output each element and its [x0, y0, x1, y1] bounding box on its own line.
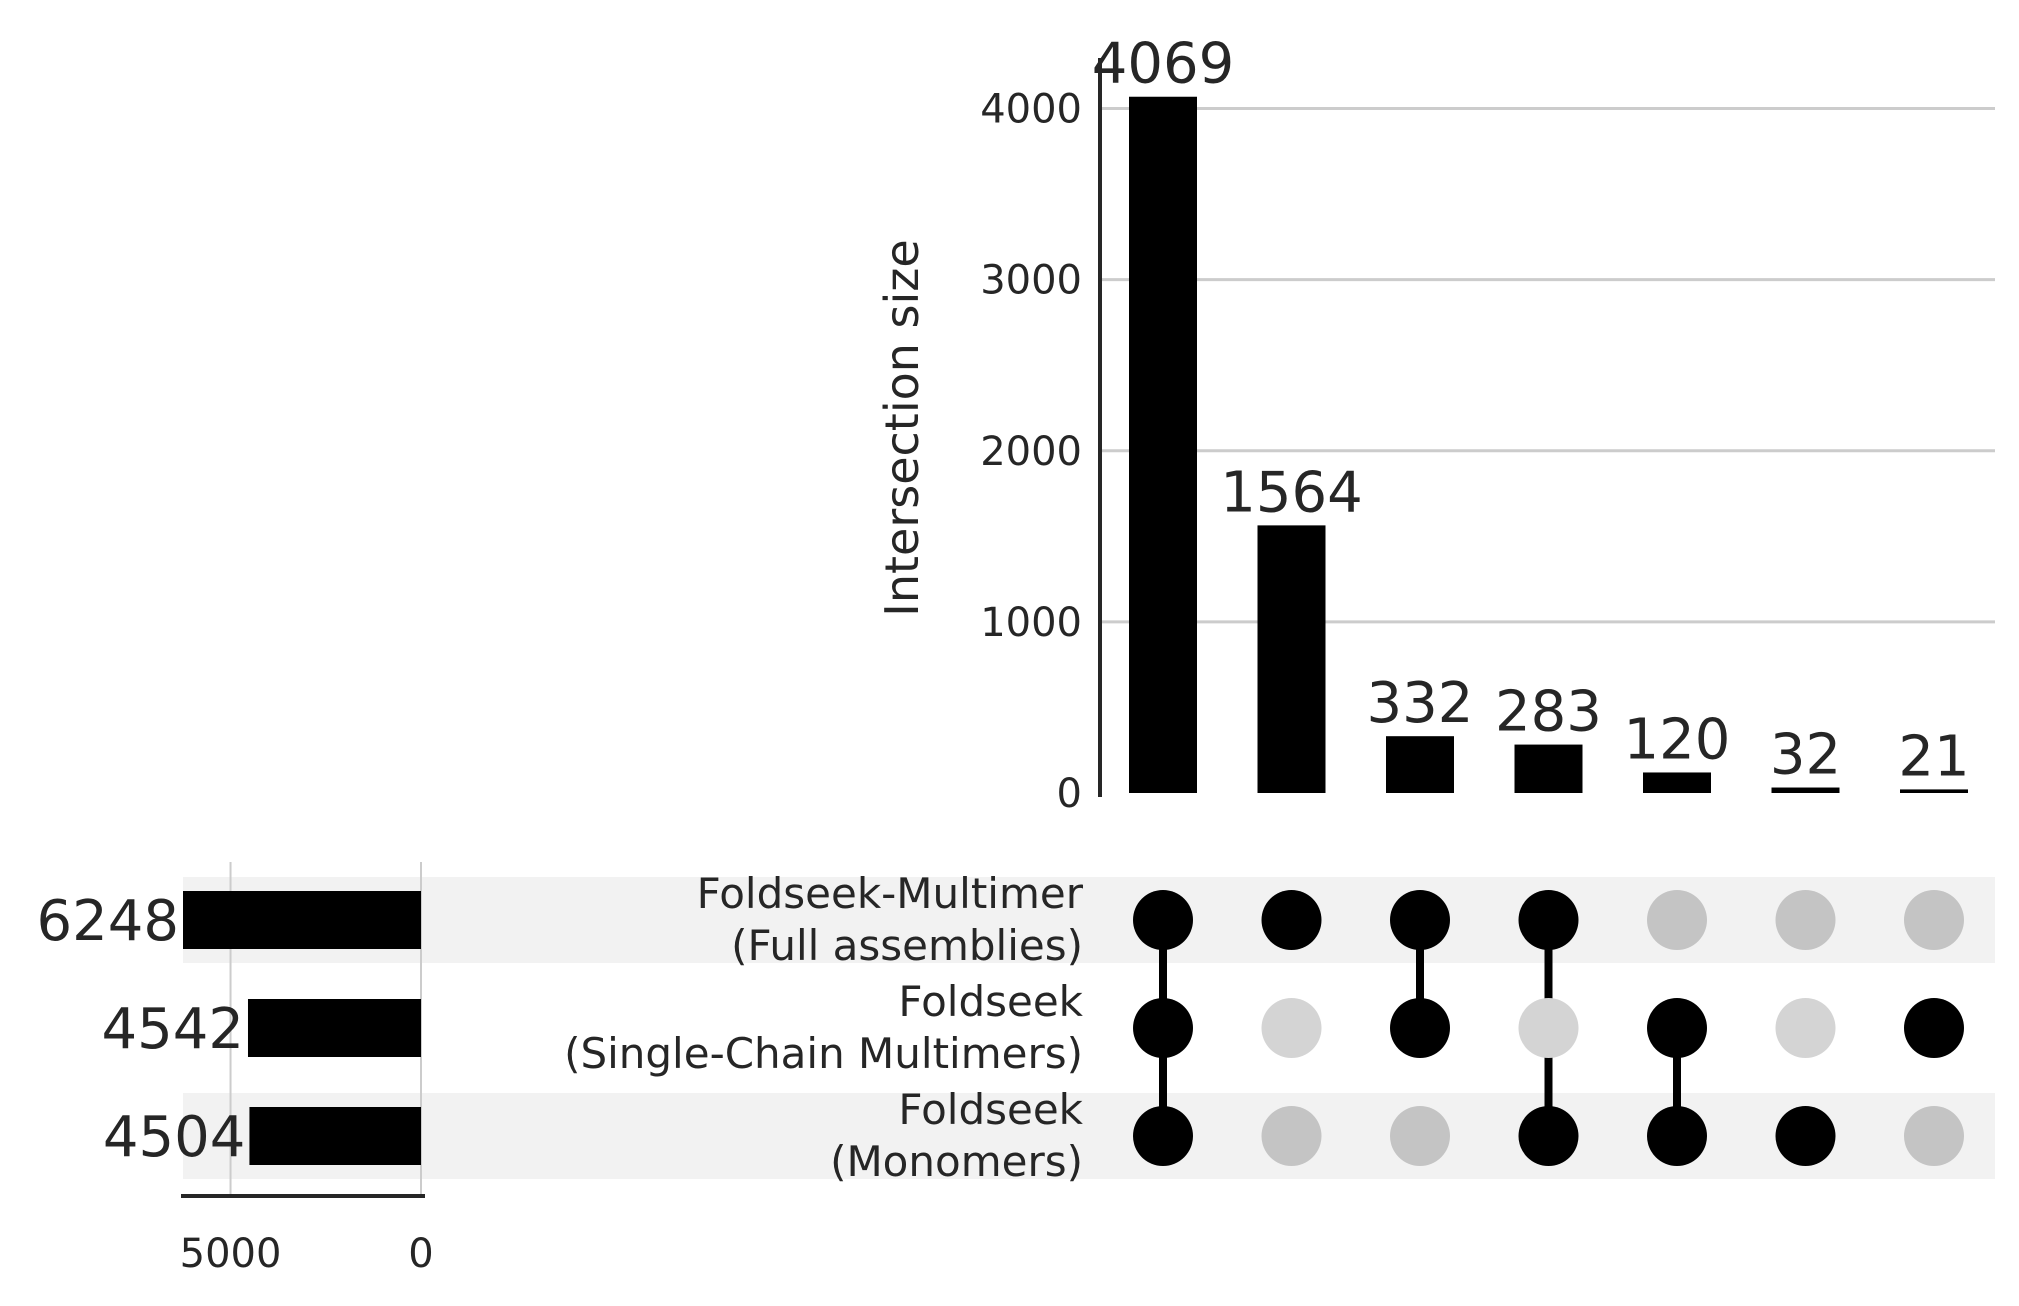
matrix-dot-active: [1133, 998, 1193, 1058]
intersection-bar-label: 32: [1770, 723, 1841, 788]
matrix-dot-active: [1904, 998, 1964, 1058]
matrix-dot-inactive: [1775, 890, 1836, 950]
intersection-bar-label: 283: [1495, 680, 1602, 745]
set-size-tick-label: 0: [408, 1231, 433, 1277]
set-name-label: Foldseek-Multimer: [697, 869, 1084, 918]
matrix-dot-inactive: [1904, 890, 1964, 950]
set-size-bar: [183, 891, 421, 949]
matrix-dot-active: [1133, 1106, 1193, 1166]
intersection-bar-label: 21: [1898, 724, 1969, 789]
set-size-label: 4542: [101, 997, 244, 1062]
y-tick-label: 3000: [980, 258, 1082, 304]
y-tick-label: 1000: [980, 600, 1082, 646]
set-size-bar: [247, 999, 421, 1057]
matrix-dot-active: [1518, 1106, 1579, 1166]
intersection-bar: [1386, 736, 1454, 793]
set-size-ticks: 5000 0: [180, 1231, 434, 1277]
matrix-dot-active: [1647, 1106, 1707, 1166]
matrix-row-shading: [183, 877, 1995, 1179]
intersection-bar: [1900, 789, 1968, 793]
y-tick-label: 0: [1057, 771, 1082, 817]
intersection-bar: [1129, 96, 1197, 793]
set-name-label: (Full assemblies): [731, 921, 1083, 970]
set-size-label: 6248: [36, 889, 179, 954]
intersection-bars: [1129, 96, 1968, 793]
row-shade: [183, 1093, 1995, 1179]
matrix-dot-active: [1390, 890, 1450, 950]
intersection-bar-label: 332: [1367, 671, 1474, 736]
y-tick-label: 2000: [980, 429, 1082, 475]
intersection-matrix: [1133, 890, 1964, 1166]
matrix-dot-active: [1518, 890, 1579, 950]
set-name-label: Foldseek: [898, 977, 1083, 1026]
matrix-dot-inactive: [1647, 890, 1707, 950]
matrix-dot-active: [1133, 890, 1193, 950]
matrix-dot-active: [1390, 998, 1450, 1058]
matrix-dot-active: [1647, 998, 1707, 1058]
intersection-bar: [1771, 787, 1840, 793]
matrix-dot-inactive: [1261, 998, 1322, 1058]
set-size-labels: 6248 4542 4504: [36, 889, 245, 1170]
intersection-bar: [1643, 772, 1711, 793]
set-size-tick-label: 5000: [180, 1231, 282, 1277]
row-shade: [183, 877, 1995, 963]
set-name-labels: Foldseek-Multimer(Full assemblies) Foldse…: [564, 869, 1084, 1186]
intersection-bar-label: 1564: [1220, 460, 1363, 525]
set-name-label: (Single-Chain Multimers): [564, 1029, 1083, 1078]
intersection-bar-label: 120: [1624, 707, 1731, 772]
intersection-bar: [1514, 744, 1583, 793]
intersection-grid: [1100, 107, 1995, 624]
set-size-bars: [183, 891, 421, 1165]
set-size-bar: [249, 1107, 421, 1165]
matrix-dot-active: [1775, 1106, 1836, 1166]
y-tick-label: 4000: [980, 87, 1082, 133]
intersection-bar-labels: 4069 1564 332 283 120 32 21: [1092, 32, 1970, 790]
matrix-dot-inactive: [1518, 998, 1579, 1058]
matrix-dot-inactive: [1261, 1106, 1322, 1166]
y-axis-label: Intersection size: [875, 239, 929, 616]
set-size-label: 4504: [103, 1105, 246, 1170]
matrix-dot-inactive: [1390, 1106, 1450, 1166]
matrix-dot-inactive: [1775, 998, 1836, 1058]
set-name-label: Foldseek: [898, 1085, 1083, 1134]
intersection-bar: [1257, 525, 1326, 793]
matrix-dot-active: [1261, 890, 1322, 950]
intersection-bar-label: 4069: [1092, 32, 1235, 97]
set-name-label: (Monomers): [830, 1137, 1083, 1186]
matrix-dot-inactive: [1904, 1106, 1964, 1166]
intersection-y-ticks: 0 1000 2000 3000 4000: [980, 87, 1082, 817]
